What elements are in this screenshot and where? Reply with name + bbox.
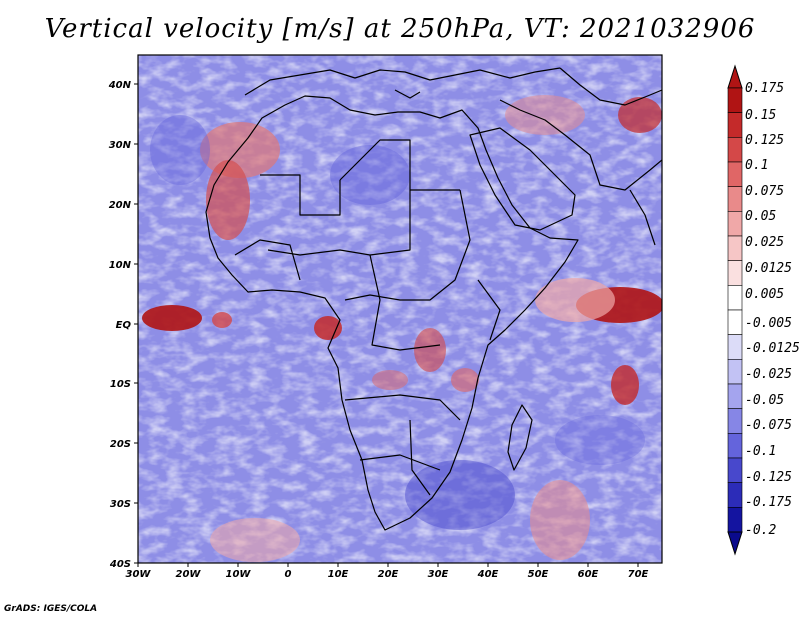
- y-tick-label: EQ: [116, 320, 132, 331]
- colorbar-box: [727, 112, 743, 138]
- x-tick-label: 70E: [628, 569, 649, 580]
- x-tick-label: 50E: [528, 569, 549, 580]
- x-tick-label: 0: [285, 569, 292, 580]
- colorbar-box: [727, 482, 743, 508]
- colorbar-box: [727, 334, 743, 360]
- country-borders: [205, 67, 662, 531]
- colorbar-label: -0.2: [745, 523, 776, 538]
- colorbar-box: [727, 285, 743, 311]
- x-tick-label: 30W: [126, 569, 152, 580]
- x-tick-label: 30E: [428, 569, 449, 580]
- velocity-field: [138, 55, 662, 563]
- colorbar-label: -0.075: [745, 418, 792, 433]
- x-tick-label: 10W: [226, 569, 252, 580]
- x-tick-label: 60E: [578, 569, 599, 580]
- colorbar-box: [727, 457, 743, 483]
- colorbar-box: [727, 87, 743, 113]
- y-tick-label: 40S: [109, 559, 131, 570]
- colorbar-label: 0.175: [745, 81, 784, 96]
- colorbar-label: 0.05: [745, 209, 776, 224]
- colorbar-label: -0.025: [745, 367, 792, 382]
- colorbar-label: -0.05: [745, 393, 784, 408]
- y-tick-label: 20S: [110, 439, 131, 450]
- axis-ticks: [134, 83, 639, 567]
- colorbar-label: 0.15: [745, 108, 776, 123]
- y-tick-label: 30S: [110, 499, 131, 510]
- y-tick-label: 20N: [109, 200, 132, 211]
- negative-velocity-areas: [150, 115, 645, 530]
- footer-credit: GrADS: IGES/COLA: [4, 604, 98, 614]
- colorbar-label: -0.0125: [745, 341, 800, 356]
- colorbar-box: [727, 260, 743, 286]
- colorbar-label: 0.0125: [745, 261, 792, 276]
- x-tick-label: 40E: [477, 569, 499, 580]
- colorbar-label: -0.005: [745, 316, 792, 331]
- colorbar-box: [727, 186, 743, 212]
- colorbar-label: -0.125: [745, 470, 792, 485]
- y-axis-labels: 40N 30N 20N 10N EQ 10S 20S 30S 40S: [108, 80, 132, 570]
- y-tick-label: 40N: [108, 80, 132, 91]
- colorbar-box: [727, 408, 743, 434]
- colorbar-label: 0.025: [745, 235, 784, 250]
- x-tick-label: 10E: [328, 569, 349, 580]
- colorbar-label: -0.175: [745, 495, 792, 510]
- colorbar: 0.175 0.15 0.125 0.1 0.075 0.05 0.025 0.…: [727, 64, 800, 556]
- colorbar-box: [727, 161, 743, 187]
- colorbar-box: [727, 359, 743, 385]
- x-tick-label: 20E: [378, 569, 399, 580]
- colorbar-box: [727, 235, 743, 261]
- colorbar-box: [727, 383, 743, 409]
- map-title: Vertical velocity [m/s] at 250hPa, VT: 2…: [44, 14, 756, 44]
- map-frame: [137, 54, 663, 564]
- colorbar-label: -0.1: [745, 444, 776, 459]
- colorbar-boxes: [727, 87, 743, 533]
- colorbar-label: 0.075: [745, 184, 784, 199]
- y-tick-label: 30N: [109, 140, 132, 151]
- colorbar-bottom-arrow: [727, 531, 743, 556]
- colorbar-box: [727, 309, 743, 335]
- y-tick-label: 10N: [109, 260, 132, 271]
- colorbar-label: 0.125: [745, 133, 784, 148]
- y-tick-label: 10S: [110, 379, 131, 390]
- colorbar-box: [727, 507, 743, 533]
- colorbar-label: 0.005: [745, 287, 784, 302]
- colorbar-top-arrow: [727, 64, 743, 89]
- colorbar-labels: 0.175 0.15 0.125 0.1 0.075 0.05 0.025 0.…: [745, 81, 800, 538]
- colorbar-box: [727, 433, 743, 459]
- colorbar-box: [727, 137, 743, 163]
- x-axis-labels: 30W 20W 10W 0 10E 20E 30E 40E 50E 60E 70…: [126, 569, 649, 580]
- colorbar-box: [727, 211, 743, 237]
- colorbar-label: 0.1: [745, 158, 768, 173]
- x-tick-label: 20W: [176, 569, 202, 580]
